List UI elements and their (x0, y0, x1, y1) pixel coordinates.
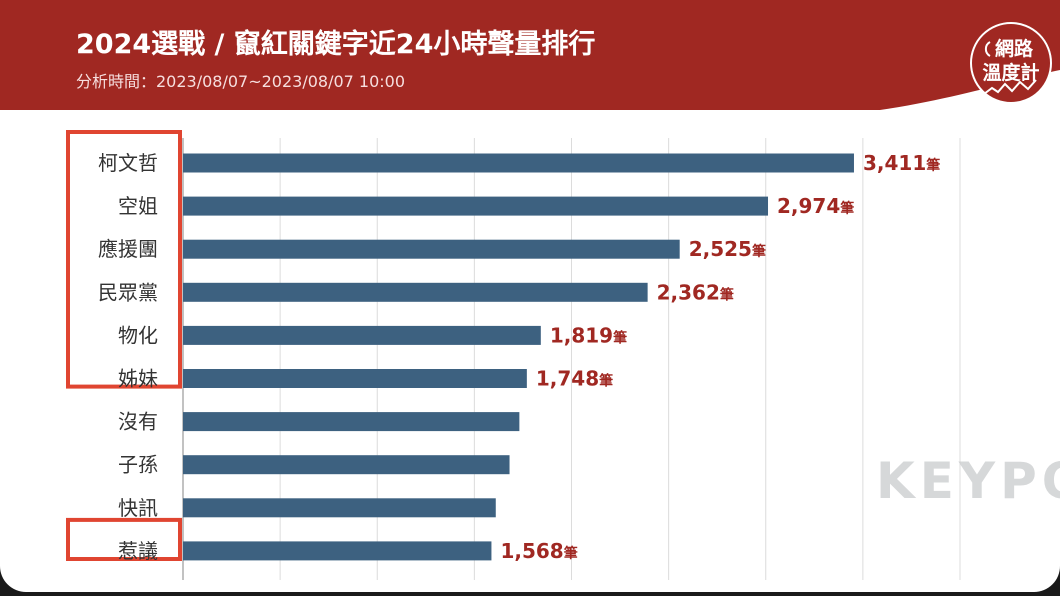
value-label: 1,819筆 (550, 323, 627, 347)
value-unit: 筆 (926, 157, 940, 174)
category-label: 物化 (118, 323, 158, 347)
value-number: 3,411 (863, 151, 926, 175)
value-label: 2,362筆 (657, 280, 734, 304)
value-number: 1,819 (550, 323, 613, 347)
value-unit: 筆 (564, 545, 578, 562)
bar (183, 498, 496, 518)
bar (183, 239, 680, 259)
value-number: 1,748 (536, 367, 599, 391)
category-label: 子孫 (118, 453, 158, 477)
value-label: 2,525筆 (689, 237, 766, 261)
highlight-box (66, 130, 182, 389)
logo-text-line2: 溫度計 (982, 61, 1039, 84)
value-unit: 筆 (840, 200, 854, 217)
category-label: 柯文哲 (98, 151, 158, 175)
logo-text-line1: 網路 (995, 37, 1034, 60)
value-number: 2,362 (657, 280, 720, 304)
logo-icon: 網路 溫度計 (970, 22, 1052, 104)
highlight-box (66, 517, 182, 562)
bar (183, 455, 510, 475)
category-label: 姊妹 (118, 367, 158, 391)
value-label: 1,748筆 (536, 367, 613, 391)
value-unit: 筆 (599, 373, 613, 390)
logo-arc-icon (984, 41, 991, 57)
value-label: 3,411筆 (863, 151, 940, 175)
category-label: 民眾黨 (98, 280, 158, 304)
value-number: 2,525 (689, 237, 752, 261)
bar (183, 541, 492, 561)
logo-wave-icon (983, 79, 1037, 95)
value-label: 2,974筆 (777, 194, 854, 218)
analysis-period: 分析時間：2023/08/07~2023/08/07 10:00 (76, 72, 406, 91)
bar (183, 325, 541, 345)
category-label: 快訊 (118, 496, 158, 520)
bar (183, 196, 769, 216)
bar (183, 412, 520, 432)
bar (183, 369, 527, 388)
category-label: 應援團 (98, 237, 158, 261)
value-unit: 筆 (720, 286, 734, 303)
header-banner (0, 0, 1060, 110)
watermark: KEYPO (876, 452, 1060, 510)
value-number: 1,568 (500, 539, 563, 563)
category-label: 空姐 (118, 194, 158, 218)
value-unit: 筆 (752, 243, 766, 260)
value-number: 2,974 (777, 194, 840, 218)
category-label: 惹議 (118, 539, 158, 563)
category-label: 沒有 (118, 410, 158, 434)
bar (183, 153, 854, 173)
value-unit: 筆 (613, 329, 627, 346)
bar (183, 282, 648, 302)
chart-title: 2024選戰 / 竄紅關鍵字近24小時聲量排行 (76, 29, 596, 60)
value-label: 1,568筆 (500, 539, 577, 563)
